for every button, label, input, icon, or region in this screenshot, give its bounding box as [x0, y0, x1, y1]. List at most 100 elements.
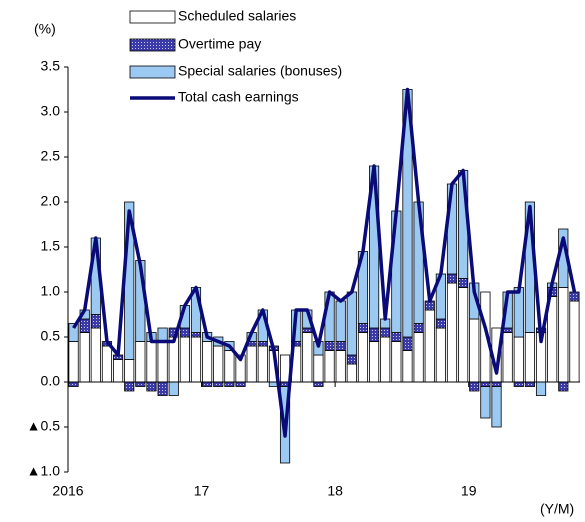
bar [213, 381, 224, 387]
bar [346, 354, 357, 365]
bar [324, 350, 335, 383]
y-tick-label: 3.0 [41, 103, 61, 119]
legend-label: Total cash earnings [178, 89, 299, 105]
bar [502, 332, 513, 383]
bar [302, 332, 313, 383]
bar [458, 278, 469, 288]
bar [369, 341, 380, 383]
bar [558, 287, 569, 383]
y-tick-label: ▲0.5 [27, 418, 61, 434]
bar [313, 381, 324, 387]
legend-label: Overtime pay [178, 36, 261, 52]
bar [146, 381, 157, 392]
bar [391, 332, 402, 342]
bar [146, 341, 157, 383]
bar [524, 381, 535, 387]
bar [135, 381, 146, 387]
legend-label: Special salaries (bonuses) [178, 63, 342, 79]
bar [101, 345, 113, 383]
bar [335, 300, 346, 342]
bar [135, 341, 146, 383]
y-tick-label: 1.5 [41, 238, 61, 254]
x-tick-label: 2016 [52, 483, 83, 499]
bar [179, 336, 190, 383]
bar [90, 327, 101, 383]
bar [90, 314, 101, 329]
bar [369, 327, 380, 342]
bar [480, 386, 491, 419]
y-tick-label: 0.0 [41, 373, 61, 389]
bar [124, 359, 135, 383]
x-axis-label: (Y/M) [540, 501, 574, 517]
y-tick-label: 0.5 [41, 328, 61, 344]
bar [213, 345, 224, 383]
bar [357, 332, 369, 383]
bar [435, 318, 446, 329]
bar [202, 381, 213, 387]
bar [346, 363, 357, 383]
bar [79, 318, 90, 333]
x-tick-label: 17 [194, 483, 210, 499]
bar [224, 350, 235, 383]
bar [413, 332, 424, 383]
bar [113, 359, 124, 383]
bar [424, 309, 435, 383]
bar [313, 354, 324, 383]
y-tick-label: 2.0 [41, 193, 61, 209]
bar [335, 341, 346, 351]
bar [224, 381, 235, 387]
bar [124, 381, 135, 392]
legend-swatch [129, 10, 176, 24]
bar [402, 350, 413, 383]
bar [502, 327, 513, 333]
bar [458, 287, 469, 383]
legend-label: Scheduled salaries [178, 8, 296, 24]
bar [346, 291, 357, 356]
bar [279, 354, 291, 383]
bar [513, 336, 524, 383]
line [72, 87, 577, 438]
bar [257, 345, 268, 383]
bar [179, 327, 190, 338]
bar [569, 291, 580, 302]
bar [513, 287, 524, 338]
bar [235, 381, 246, 387]
y-axis-label: (%) [34, 21, 56, 37]
bar [491, 381, 502, 387]
bar [480, 381, 491, 387]
bar [190, 332, 202, 338]
x-tick-label: 18 [327, 483, 343, 499]
bar [535, 381, 547, 396]
bar [446, 282, 458, 383]
bar [357, 323, 369, 333]
bar [558, 381, 569, 392]
bar [335, 350, 346, 383]
bar [435, 327, 446, 383]
bar [168, 381, 179, 396]
bar [79, 332, 90, 383]
bar [380, 327, 391, 338]
y-tick-label: 1.0 [41, 283, 61, 299]
bar [524, 332, 535, 383]
y-tick-label: 2.5 [41, 148, 61, 164]
bar [246, 345, 257, 383]
bar [469, 381, 480, 392]
legend-swatch [129, 65, 176, 79]
y-tick-label: 3.5 [41, 58, 61, 74]
bar [157, 341, 168, 383]
bar [202, 341, 213, 383]
bar [569, 300, 580, 383]
bar [68, 341, 79, 383]
bar [391, 341, 402, 383]
bar [413, 323, 424, 333]
bar [257, 341, 268, 347]
bar [469, 318, 480, 383]
bar [324, 341, 335, 351]
bar [68, 323, 79, 342]
bar [157, 381, 168, 396]
bar [157, 327, 168, 342]
bar [168, 336, 179, 383]
bar [302, 327, 313, 333]
bar [380, 336, 391, 383]
